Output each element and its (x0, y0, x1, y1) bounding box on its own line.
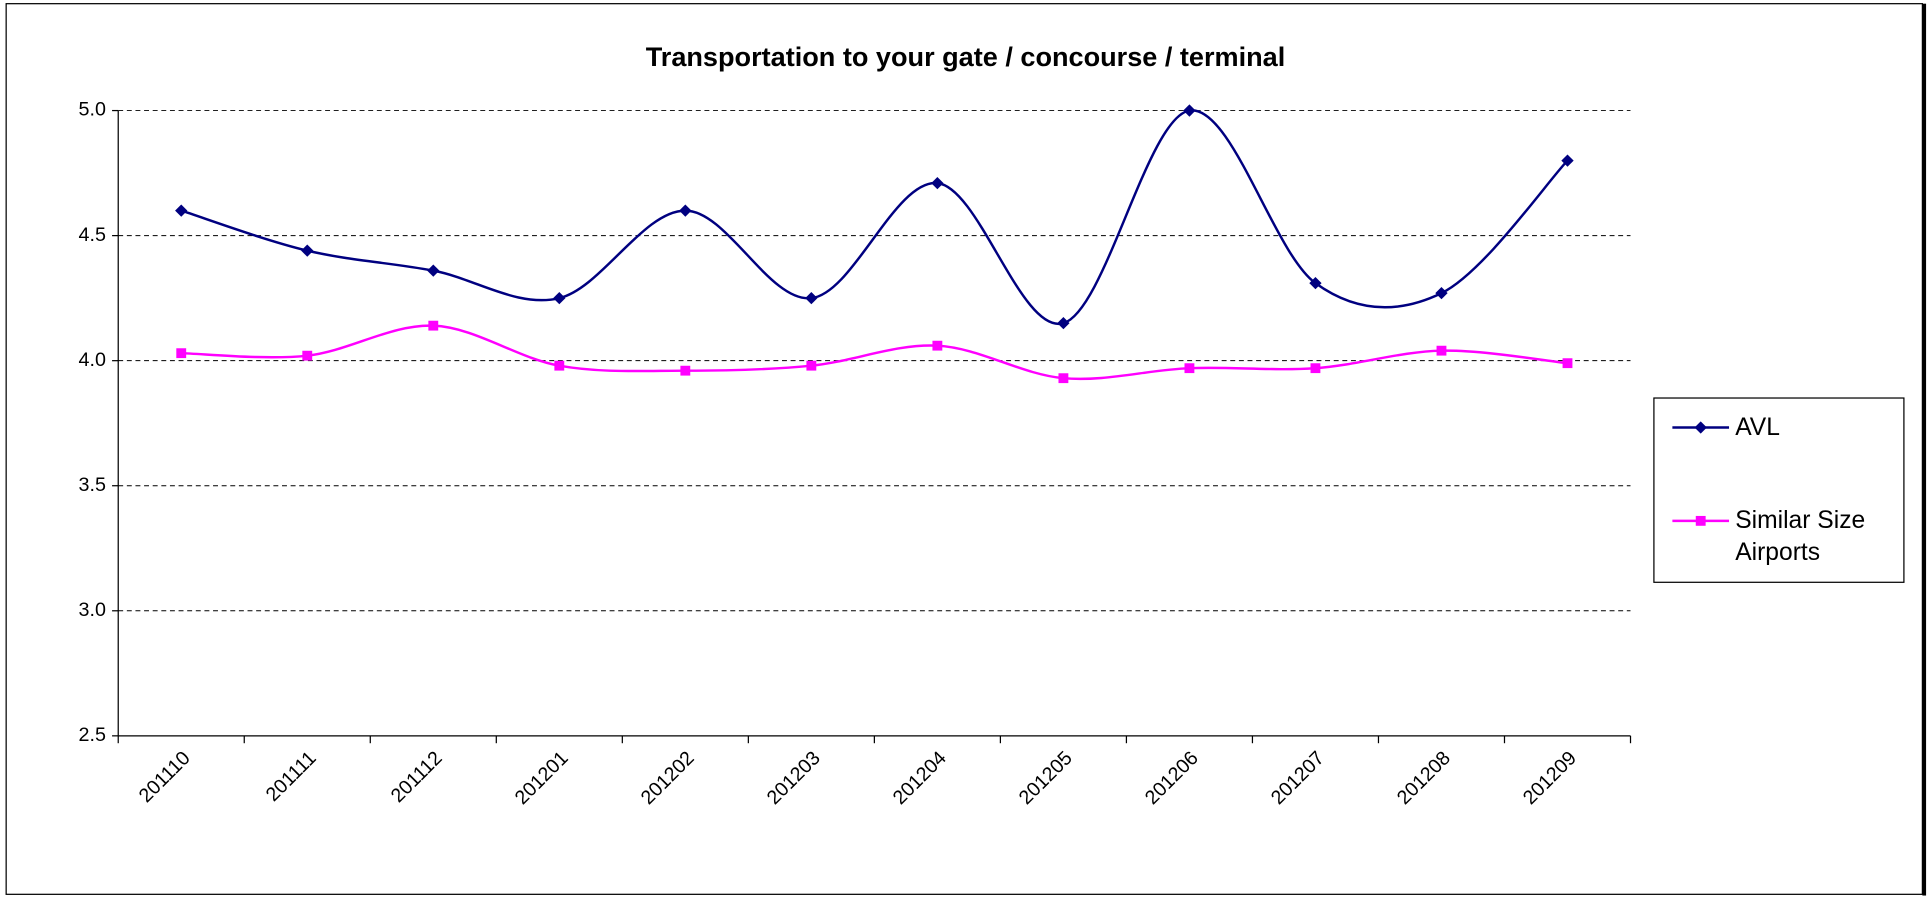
marker (427, 264, 440, 277)
marker (1184, 363, 1195, 374)
legend-label: Similar Size Airports (1735, 507, 1866, 567)
chart-title: Transportation to your gate / concourse … (646, 42, 1286, 72)
edge (1922, 3, 1927, 896)
y-tick-label: 5.0 (79, 99, 106, 121)
marker (680, 365, 691, 376)
marker (1694, 421, 1707, 434)
legend-label-box: Similar Size Airports (1735, 507, 1866, 567)
marker (301, 244, 314, 257)
marker (1057, 317, 1070, 330)
marker (554, 360, 565, 371)
y-tick-label: 2.5 (79, 724, 106, 746)
marker (176, 348, 187, 359)
marker (806, 360, 817, 371)
series-line (181, 324, 1568, 381)
marker (1058, 373, 1069, 384)
y-tick-label: 3.5 (79, 474, 106, 496)
marker (1183, 104, 1196, 117)
marker (1436, 345, 1447, 356)
chart-border (5, 3, 1923, 895)
marker (302, 350, 313, 361)
marker (1435, 287, 1448, 300)
marker (1562, 358, 1573, 369)
marker (805, 292, 818, 305)
marker (428, 320, 439, 331)
marker (932, 340, 943, 351)
y-tick-label: 3.0 (79, 599, 106, 621)
marker (175, 204, 188, 217)
legend-label-box: AVL (1735, 413, 1780, 442)
y-tick-label: 4.0 (79, 349, 106, 371)
y-tick-label: 4.5 (79, 224, 106, 246)
legend-label: AVL (1735, 413, 1780, 442)
marker (1561, 154, 1574, 167)
marker (1695, 515, 1706, 526)
marker (1310, 363, 1321, 374)
